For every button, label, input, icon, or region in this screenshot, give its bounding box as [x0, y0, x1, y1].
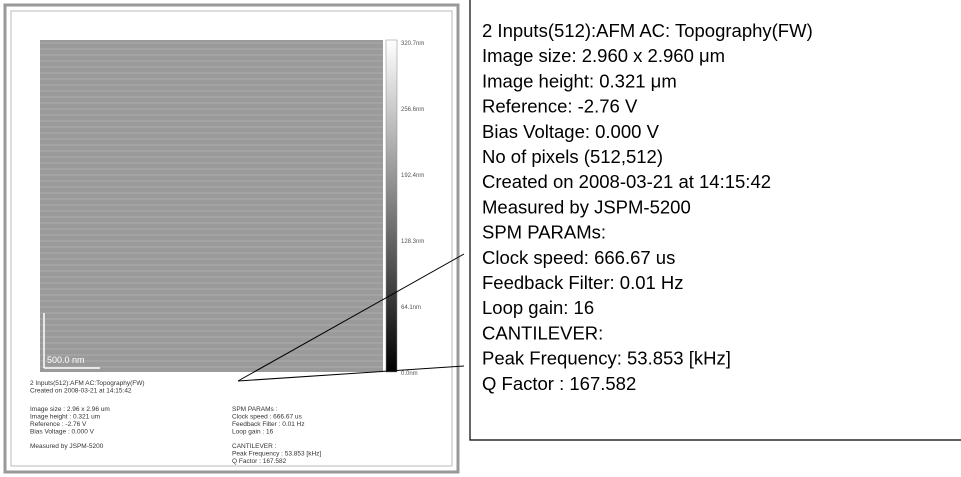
info-line: Peak Frequency : 53.853 [kHz] — [232, 451, 321, 458]
callout-line-text: SPM PARAMs: — [482, 222, 606, 243]
callout-line-text: Image size: 2.960 x 2.960 μm — [482, 45, 725, 66]
info-line: Image height : 0.321 um — [30, 414, 100, 421]
info-line: Loop gain : 16 — [232, 429, 274, 436]
callout-line-text: No of pixels (512,512) — [482, 146, 663, 167]
callout-line-text: Clock speed: 666.67 us — [482, 247, 675, 268]
afm-image — [40, 40, 383, 372]
callout-line-text: Image height: 0.321 μm — [482, 70, 677, 91]
callout-line-text: CANTILEVER: — [482, 322, 603, 343]
callout-line-text: Feedback Filter: 0.01 Hz — [482, 272, 684, 293]
info-line: Reference : -2.76 V — [30, 421, 87, 428]
callout-line-text: Bias Voltage: 0.000 V — [482, 121, 660, 142]
info-line: Measured by JSPM-5200 — [30, 443, 104, 450]
colorbar-label: 128.3nm — [401, 239, 424, 245]
info-line: Image size : 2.96 x 2.96 um — [30, 406, 110, 413]
colorbar-label: 64.1nm — [401, 305, 421, 311]
callout-text: 2 Inputs(512):AFM AC: Topography(FW) Imag… — [482, 20, 813, 394]
info-line: CANTILEVER : — [232, 443, 277, 450]
colorbar — [386, 40, 397, 372]
callout-line-text: 2 Inputs(512):AFM AC: Topography(FW) — [482, 20, 813, 41]
callout-line-text: Loop gain: 16 — [482, 297, 594, 318]
callout-line-text: Reference: -2.76 V — [482, 96, 638, 117]
info-line: SPM PARAMs : — [232, 406, 278, 413]
callout-line-text: Measured by JSPM-5200 — [482, 196, 691, 217]
callout-line-text: Q Factor : 167.582 — [482, 373, 636, 394]
colorbar-label: 320.7nm — [401, 41, 424, 47]
scale-bar-label: 500.0 nm — [47, 355, 85, 365]
info-line: Clock speed : 666.67 us — [232, 414, 302, 421]
info-line: Q Factor : 167.582 — [232, 458, 287, 465]
info-header: 2 Inputs(512):AFM AC:Topography(FW) — [30, 380, 145, 387]
colorbar-label: 0.0nm — [401, 371, 418, 377]
info-line: Bias Voltage : 0.000 V — [30, 429, 95, 436]
colorbar-label: 192.4nm — [401, 173, 424, 179]
callout-line-text: Peak Frequency: 53.853 [kHz] — [482, 348, 731, 369]
callout-line-text: Created on 2008-03-21 at 14:15:42 — [482, 171, 771, 192]
colorbar-label: 256.6nm — [401, 107, 424, 113]
info-line: Feedback Filter : 0.01 Hz — [232, 421, 305, 428]
figure: 320.7nm256.6nm192.4nm128.3nm64.1nm0.0nm … — [0, 0, 961, 477]
info-header: Created on 2008-03-21 at 14:15:42 — [30, 388, 132, 395]
